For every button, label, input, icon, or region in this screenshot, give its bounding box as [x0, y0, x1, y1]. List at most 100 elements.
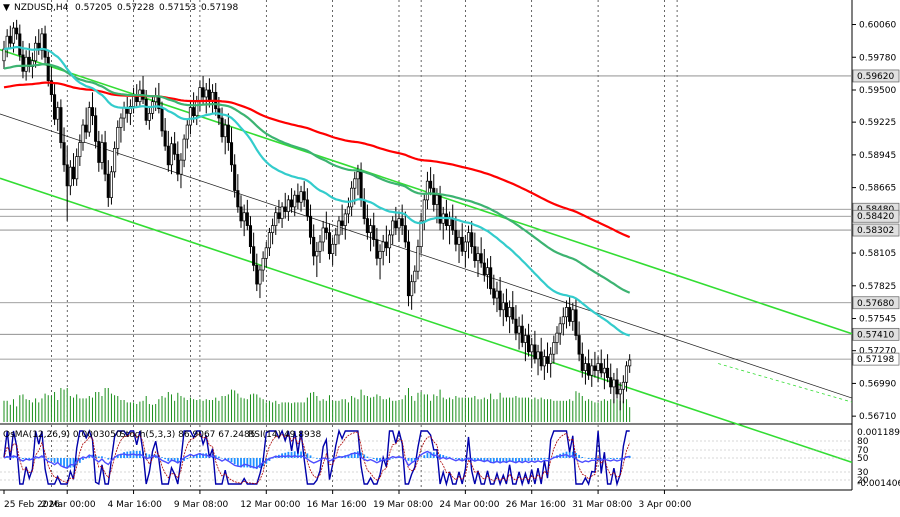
time-tick-label: 24 Mar 00:00	[439, 500, 499, 510]
candle-down	[106, 173, 110, 198]
osc-scale-label: -0.001406	[857, 479, 900, 489]
osc-level-label: 20	[857, 476, 869, 486]
candle-up	[448, 218, 452, 226]
candle-up	[387, 234, 392, 249]
candle-up	[331, 243, 335, 255]
header: ▼ NZDUSD,H4 0.57205 0.57228 0.57153 0.57…	[3, 3, 238, 13]
candle-down	[163, 130, 167, 147]
level-price-label: 0.57680	[857, 299, 894, 309]
candle-up	[571, 309, 575, 322]
time-tick-label: 16 Mar 16:00	[307, 500, 367, 510]
candle-down	[160, 108, 164, 132]
candle-down	[451, 218, 455, 231]
open-value: 0.57205	[75, 3, 112, 13]
candle-down	[574, 309, 578, 336]
candle-down	[49, 80, 53, 96]
candle-down	[539, 351, 543, 367]
candle-up	[280, 206, 284, 219]
candle-up	[337, 220, 341, 236]
candle-down	[84, 124, 88, 133]
channel-extension	[718, 363, 853, 403]
candle-up	[353, 178, 357, 189]
candle-up	[612, 379, 616, 388]
candle-up	[476, 253, 480, 262]
candle-down	[362, 199, 366, 219]
candle-up	[350, 187, 354, 208]
level-price-box	[852, 69, 900, 83]
candle-down	[144, 98, 148, 121]
candle-down	[394, 220, 398, 229]
candle-down	[470, 232, 474, 247]
candle-up	[558, 323, 562, 334]
chart-menu-arrow[interactable]: ▼	[3, 3, 10, 13]
candle-up	[425, 180, 429, 201]
candle-up	[204, 89, 208, 98]
candle-up	[561, 316, 565, 325]
candle-down	[59, 107, 63, 143]
candle-up	[185, 124, 189, 140]
candle-up	[416, 246, 420, 272]
candle-up	[113, 148, 117, 173]
candle-down	[312, 236, 316, 257]
candle-up	[258, 269, 262, 285]
candle-up	[552, 342, 556, 355]
candle-down	[359, 171, 363, 201]
candle-down	[277, 212, 281, 219]
candle-down	[384, 241, 388, 249]
candle-down	[403, 225, 407, 243]
candle-down	[176, 153, 180, 175]
candle-down	[587, 363, 591, 376]
level-price-label: 0.57198	[857, 355, 894, 365]
candle-up	[195, 101, 199, 117]
candle-up	[549, 353, 553, 364]
moving-averages	[3, 45, 631, 337]
time-tick-label: 19 Mar 08:00	[373, 500, 433, 510]
candle-up	[75, 156, 79, 180]
candle-up	[11, 27, 16, 44]
candle-down	[305, 199, 309, 217]
candle-down	[460, 236, 464, 252]
stoch-signal-line	[3, 431, 631, 485]
candle-up	[628, 359, 632, 367]
candle-up	[274, 212, 278, 226]
candle-up	[24, 56, 28, 72]
stoch-main-line	[3, 428, 630, 487]
candle-up	[410, 281, 414, 297]
high-value: 0.57228	[117, 3, 154, 13]
candle-up	[169, 143, 174, 166]
candle-down	[327, 232, 332, 255]
candle-down	[438, 194, 442, 224]
time-tick-label: 9 Mar 08:00	[174, 500, 229, 510]
price-tick-label: 0.59500	[859, 86, 896, 96]
candle-down	[511, 307, 515, 320]
indicator-legend: OsMA(12,26,9) 0.0003050 Stoch(5,3,3) 86.…	[3, 430, 321, 440]
candle-down	[615, 379, 619, 395]
candle-down	[248, 225, 253, 247]
candles	[2, 19, 632, 411]
level-price-box	[852, 352, 900, 366]
candle-down	[233, 164, 237, 191]
candle-up	[122, 107, 126, 119]
close-value: 0.57198	[201, 3, 238, 13]
candle-down	[375, 239, 379, 259]
candle-up	[242, 212, 246, 222]
candle-up	[419, 220, 423, 247]
candle-down	[94, 115, 98, 142]
candle-down	[236, 190, 240, 208]
candle-down	[43, 33, 47, 58]
candle-down	[201, 87, 205, 98]
symbol-label: NZDUSD,H4	[14, 3, 69, 13]
candle-up	[78, 142, 82, 157]
candle-up	[466, 232, 471, 243]
rsi-line	[3, 450, 630, 470]
osc-level-label: 80	[857, 437, 869, 447]
time-tick-label: 25 Feb 2026	[4, 500, 60, 510]
candle-up	[583, 363, 587, 371]
candle-up	[132, 95, 136, 107]
candle-up	[286, 199, 290, 212]
candle-up	[564, 307, 569, 318]
channel-mid-line	[0, 113, 853, 399]
candle-down	[71, 166, 76, 180]
